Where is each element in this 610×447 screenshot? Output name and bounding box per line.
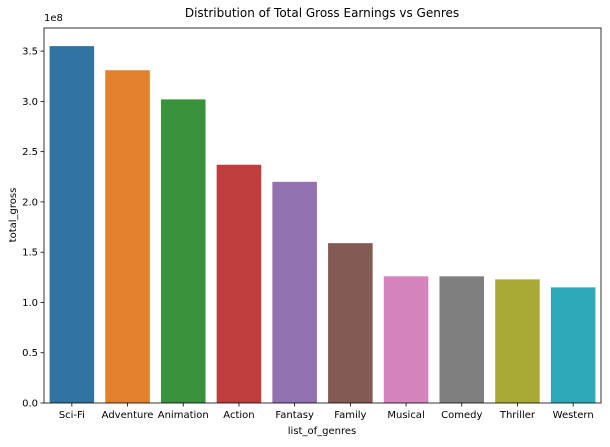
plot-frame [43, 27, 602, 404]
bar-family [328, 243, 373, 403]
bar-animation [160, 99, 206, 403]
y-tick-label: 2.5 [22, 147, 38, 158]
bar-thriller [495, 279, 540, 403]
bar-fantasy [272, 181, 317, 403]
x-tick-label: Western [553, 410, 594, 421]
x-tick-label: Adventure [102, 410, 154, 421]
x-tick-label: Musical [387, 410, 424, 421]
bar-action [216, 164, 262, 403]
x-tick-label: Thriller [499, 410, 536, 421]
y-axis-label: total_gross [8, 188, 19, 243]
y-tick-label: 2.0 [22, 197, 38, 208]
y-axis-ticks: 0.0 0.5 1.0 1.5 2.0 2.5 3.0 3.5 [22, 47, 44, 410]
x-tick-label: Family [334, 410, 366, 421]
y-tick-label: 0.0 [22, 399, 38, 410]
y-tick-label: 1.0 [22, 298, 38, 309]
x-axis-ticks: Sci-Fi Adventure Animation Action Fantasy Fam… [59, 403, 594, 421]
bar-adventure [105, 70, 150, 403]
bar-sci-fi [49, 46, 95, 403]
y-tick-label: 1.5 [22, 248, 38, 259]
x-axis-label: list_of_genres [288, 426, 356, 437]
bar-musical [383, 276, 429, 403]
y-tick-label: 3.5 [22, 47, 38, 58]
y-axis-offset-label: 1e8 [44, 13, 63, 24]
x-tick-label: Animation [158, 410, 209, 421]
x-tick-label: Action [223, 410, 254, 421]
bar-comedy [439, 276, 485, 403]
x-tick-label: Sci-Fi [59, 410, 85, 421]
y-tick-label: 3.0 [22, 97, 38, 108]
x-tick-label: Comedy [441, 410, 482, 421]
x-tick-label: Fantasy [275, 410, 314, 421]
chart-title: Distribution of Total Gross Earnings vs … [185, 6, 459, 20]
bars-group [49, 46, 596, 403]
y-tick-label: 0.5 [22, 348, 38, 359]
bar-western [550, 287, 596, 403]
